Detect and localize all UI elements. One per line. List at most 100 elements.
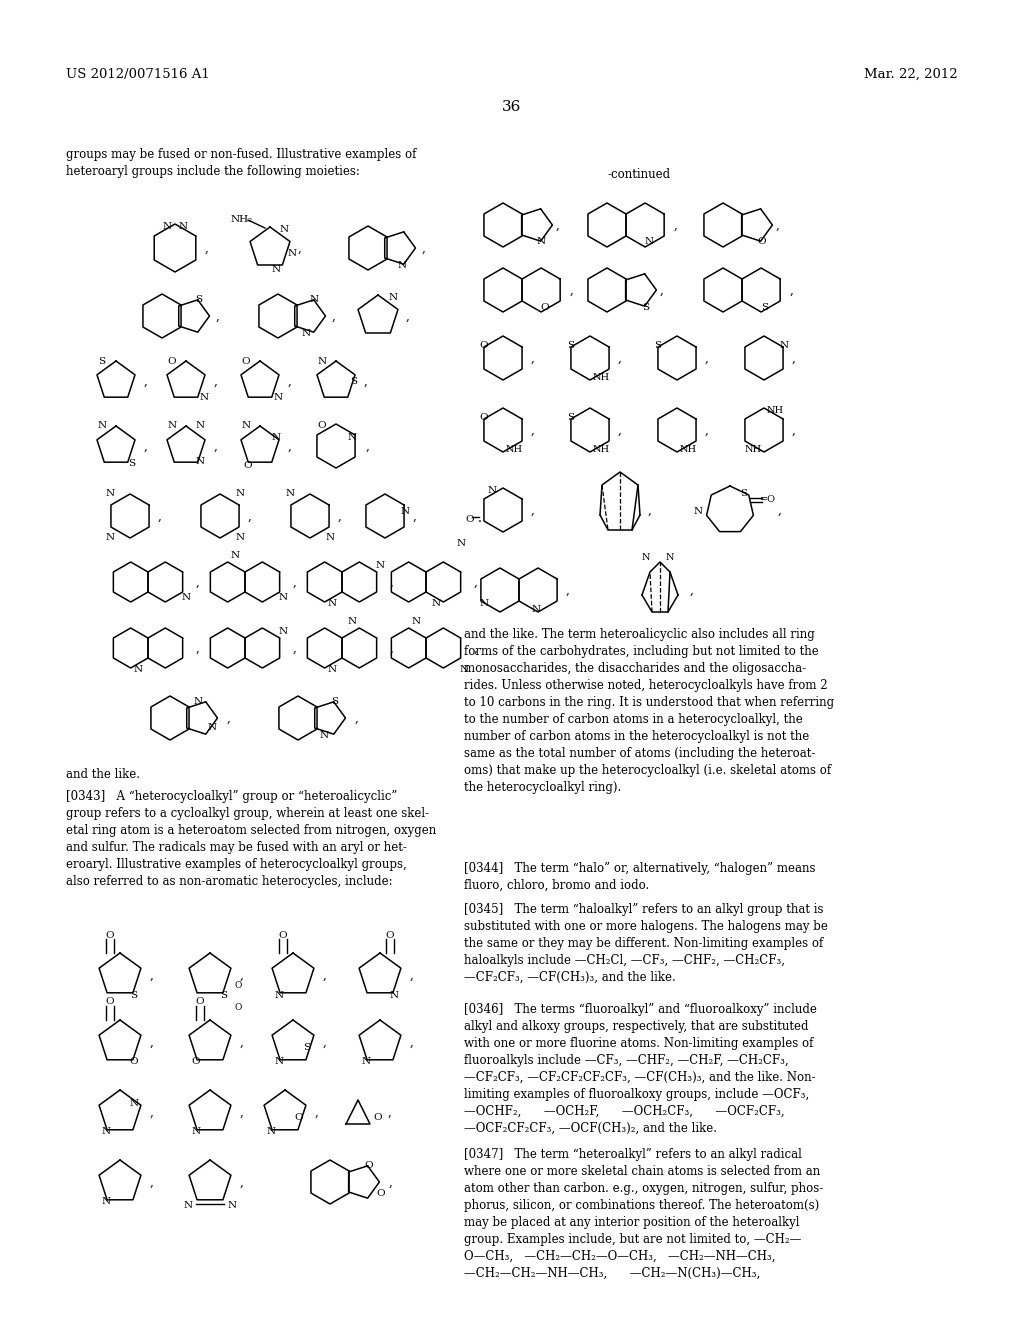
Text: ,: , bbox=[151, 1106, 154, 1118]
Text: ,: , bbox=[144, 440, 147, 453]
Text: ,: , bbox=[407, 309, 410, 322]
Text: N: N bbox=[271, 433, 281, 442]
Text: N: N bbox=[487, 486, 497, 495]
Text: ,: , bbox=[706, 351, 709, 364]
Text: ,: , bbox=[151, 969, 154, 982]
Text: N: N bbox=[280, 226, 289, 235]
Text: N: N bbox=[326, 533, 335, 543]
Text: O: O bbox=[757, 238, 766, 247]
Text: ,: , bbox=[792, 351, 796, 364]
Text: N: N bbox=[105, 533, 115, 543]
Text: N: N bbox=[531, 605, 541, 614]
Text: N: N bbox=[273, 392, 283, 401]
Text: N: N bbox=[376, 561, 385, 570]
Text: N: N bbox=[779, 342, 788, 350]
Text: [0343]   A “heterocycloalkyl” group or “heteroalicyclic”
group refers to a cyclo: [0343] A “heterocycloalkyl” group or “he… bbox=[66, 789, 436, 888]
Text: ,: , bbox=[298, 242, 302, 255]
Text: N: N bbox=[328, 665, 337, 675]
Text: ,: , bbox=[618, 424, 622, 437]
Text: ,: , bbox=[215, 309, 219, 322]
Text: N: N bbox=[133, 665, 142, 675]
Text: ,: , bbox=[151, 1176, 154, 1188]
Text: S: S bbox=[303, 1043, 310, 1052]
Text: NH: NH bbox=[593, 445, 609, 454]
Text: S: S bbox=[350, 376, 357, 385]
Text: Mar. 22, 2012: Mar. 22, 2012 bbox=[864, 69, 958, 81]
Text: S: S bbox=[762, 302, 769, 312]
Text: S: S bbox=[130, 990, 137, 999]
Text: N: N bbox=[227, 1201, 237, 1210]
Text: ,: , bbox=[288, 375, 292, 388]
Text: -continued: -continued bbox=[608, 168, 671, 181]
Text: N: N bbox=[236, 490, 245, 499]
Text: O: O bbox=[541, 302, 550, 312]
Text: ,: , bbox=[323, 969, 327, 982]
Text: ,: , bbox=[531, 503, 535, 516]
Text: O: O bbox=[244, 462, 252, 470]
Text: ,: , bbox=[226, 711, 230, 725]
Text: N: N bbox=[200, 392, 209, 401]
Text: N: N bbox=[105, 490, 115, 499]
Text: ,: , bbox=[338, 510, 342, 523]
Text: S: S bbox=[566, 342, 573, 350]
Text: N: N bbox=[642, 553, 650, 562]
Text: O: O bbox=[191, 1057, 201, 1067]
Text: S: S bbox=[653, 342, 660, 350]
Text: N: N bbox=[274, 990, 284, 999]
Text: ,: , bbox=[354, 711, 358, 725]
Text: N: N bbox=[196, 421, 205, 430]
Text: N: N bbox=[328, 599, 337, 609]
Text: N: N bbox=[97, 421, 106, 430]
Text: N: N bbox=[412, 618, 421, 627]
Text: ,: , bbox=[413, 510, 417, 523]
Text: [0346]   The terms “fluoroalkyl” and “fluoroalkoxy” include
alkyl and alkoxy gro: [0346] The terms “fluoroalkyl” and “fluo… bbox=[464, 1003, 817, 1135]
Text: N: N bbox=[129, 1100, 138, 1109]
Text: N: N bbox=[347, 618, 356, 627]
Text: ,: , bbox=[618, 351, 622, 364]
Text: ,: , bbox=[388, 1176, 392, 1188]
Text: O: O bbox=[279, 931, 288, 940]
Text: S: S bbox=[220, 990, 227, 999]
Text: 36: 36 bbox=[503, 100, 521, 114]
Text: ,: , bbox=[555, 219, 559, 231]
Text: N: N bbox=[266, 1127, 275, 1137]
Text: O: O bbox=[234, 1002, 242, 1011]
Text: O: O bbox=[242, 356, 250, 366]
Text: N: N bbox=[457, 539, 466, 548]
Text: N: N bbox=[279, 627, 288, 636]
Text: N: N bbox=[288, 248, 297, 257]
Text: [0347]   The term “heteroalkyl” refers to an alkyl radical
where one or more ske: [0347] The term “heteroalkyl” refers to … bbox=[464, 1148, 823, 1280]
Text: N: N bbox=[101, 1127, 111, 1137]
Text: ,: , bbox=[690, 583, 694, 597]
Text: N: N bbox=[181, 594, 190, 602]
Text: N: N bbox=[317, 356, 327, 366]
Text: N: N bbox=[302, 329, 311, 338]
Text: N: N bbox=[361, 1057, 371, 1067]
Text: O: O bbox=[130, 1057, 138, 1067]
Text: ,: , bbox=[205, 242, 209, 255]
Text: ,: , bbox=[323, 1035, 327, 1048]
Text: ,: , bbox=[531, 351, 535, 364]
Text: O: O bbox=[386, 931, 394, 940]
Text: N: N bbox=[460, 665, 469, 675]
Text: [0345]   The term “haloalkyl” refers to an alkyl group that is
substituted with : [0345] The term “haloalkyl” refers to an… bbox=[464, 903, 827, 983]
Text: S: S bbox=[642, 302, 649, 312]
Text: ,: , bbox=[410, 969, 414, 982]
Text: ,: , bbox=[390, 642, 394, 655]
Text: NH: NH bbox=[680, 445, 696, 454]
Text: N: N bbox=[347, 433, 356, 442]
Text: N: N bbox=[693, 507, 702, 516]
Text: S: S bbox=[128, 459, 135, 469]
Text: NH: NH bbox=[744, 445, 762, 454]
Text: S: S bbox=[331, 697, 338, 706]
Text: ,: , bbox=[214, 375, 218, 388]
Text: O: O bbox=[295, 1113, 303, 1122]
Text: US 2012/0071516 A1: US 2012/0071516 A1 bbox=[66, 69, 210, 81]
Text: O: O bbox=[105, 998, 115, 1006]
Text: O: O bbox=[365, 1162, 373, 1171]
Text: ,: , bbox=[790, 284, 793, 297]
Text: N: N bbox=[431, 599, 440, 609]
Text: S: S bbox=[195, 296, 202, 305]
Text: ,: , bbox=[196, 642, 200, 655]
Text: and the like. The term heteroalicyclic also includes all ring
forms of the carbo: and the like. The term heteroalicyclic a… bbox=[464, 628, 835, 795]
